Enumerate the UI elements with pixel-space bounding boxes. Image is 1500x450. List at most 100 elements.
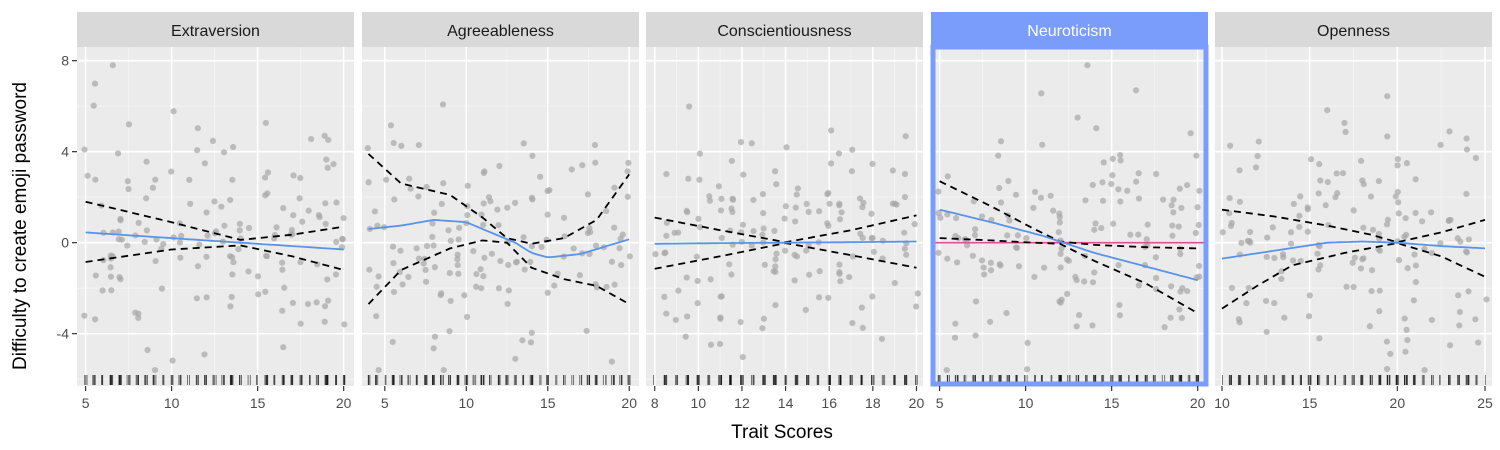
scatter-point [695,215,702,222]
scatter-point [1064,290,1071,298]
scatter-point [1278,275,1285,282]
scatter-point [373,313,380,320]
scatter-point [972,332,979,339]
scatter-point [290,172,297,179]
facet-strip [362,12,639,47]
scatter-point [297,259,304,266]
scatter-point [322,220,329,228]
scatter-point [1005,177,1012,185]
x-tick-label: 20 [621,395,637,411]
scatter-point [696,176,703,183]
x-tick-label: 15 [1104,395,1120,411]
scatter-point [494,206,501,213]
scatter-point [1037,194,1045,201]
scatter-point [1395,210,1402,217]
scatter-point [835,150,843,157]
scatter-point [952,320,959,327]
x-tick-label: 5 [381,395,389,411]
scatter-point [672,316,679,324]
scatter-point [446,328,453,335]
scatter-point [315,211,322,219]
scatter-point [1384,133,1391,140]
scatter-point [194,125,201,132]
scatter-point [1369,226,1377,233]
scatter-point [1014,232,1022,239]
scatter-point [1376,287,1383,294]
scatter-point [935,249,942,256]
scatter-point [1099,179,1106,186]
scatter-point [816,208,823,215]
scatter-point [1403,160,1410,167]
scatter-point [663,310,670,317]
scatter-point [1428,249,1436,257]
scatter-point [1056,210,1063,217]
scatter-point [1287,240,1295,247]
scatter-point [413,245,420,252]
scatter-point [512,355,519,362]
scatter-point [825,294,832,301]
scatter-point [495,222,502,229]
scatter-point [390,259,397,267]
scatter-point [878,335,886,343]
scatter-point [1178,314,1185,322]
scatter-point [1031,188,1039,196]
scatter-point [1411,251,1418,258]
scatter-point [914,290,921,297]
scatter-point [1117,157,1124,164]
scatter-point [1184,287,1191,295]
scatter-point [151,366,159,374]
scatter-point [1170,196,1177,203]
scatter-point [995,152,1002,159]
scatter-point [869,293,876,300]
scatter-point [869,234,876,242]
scatter-point [323,156,330,163]
scatter-point [1394,162,1401,169]
scatter-point [592,159,599,166]
scatter-point [90,102,97,109]
x-tick-label: 18 [865,395,881,411]
scatter-point [827,160,835,167]
scatter-point [715,183,722,190]
scatter-point [440,366,447,374]
scatter-point [1169,232,1176,239]
scatter-point [740,171,747,178]
scatter-point [661,293,668,300]
scatter-point [364,144,371,152]
scatter-point [858,304,865,311]
scatter-point [280,205,287,212]
scatter-point [824,191,831,198]
scatter-point [341,321,348,328]
scatter-point [969,252,976,259]
scatter-point [1135,195,1143,202]
scatter-point [1099,197,1107,204]
scatter-point [772,301,779,309]
scatter-point [527,258,534,266]
x-tick-label: 25 [1477,395,1493,411]
scatter-point [115,228,122,235]
scatter-point [431,333,439,340]
scatter-point [209,137,217,145]
scatter-point [1343,283,1350,290]
scatter-point [1194,204,1201,211]
scatter-point [463,313,471,321]
scatter-point [1074,114,1081,121]
scatter-point [438,290,445,297]
scatter-point [935,188,942,195]
scatter-point [178,232,185,239]
scatter-point [1447,216,1454,224]
scatter-point [488,250,495,257]
scatter-point [1038,90,1045,97]
scatter-point [480,272,487,280]
scatter-points [364,101,633,374]
scatter-point [454,251,461,258]
scatter-point [201,160,209,167]
scatter-point [1012,191,1020,198]
scatter-point [794,185,802,192]
scatter-point [1041,264,1048,271]
facet-title: Neuroticism [1027,23,1111,40]
scatter-point [423,183,430,191]
scatter-point [1152,274,1160,282]
scatter-point [321,318,328,325]
scatter-point [584,191,592,198]
scatter-point [783,144,790,151]
